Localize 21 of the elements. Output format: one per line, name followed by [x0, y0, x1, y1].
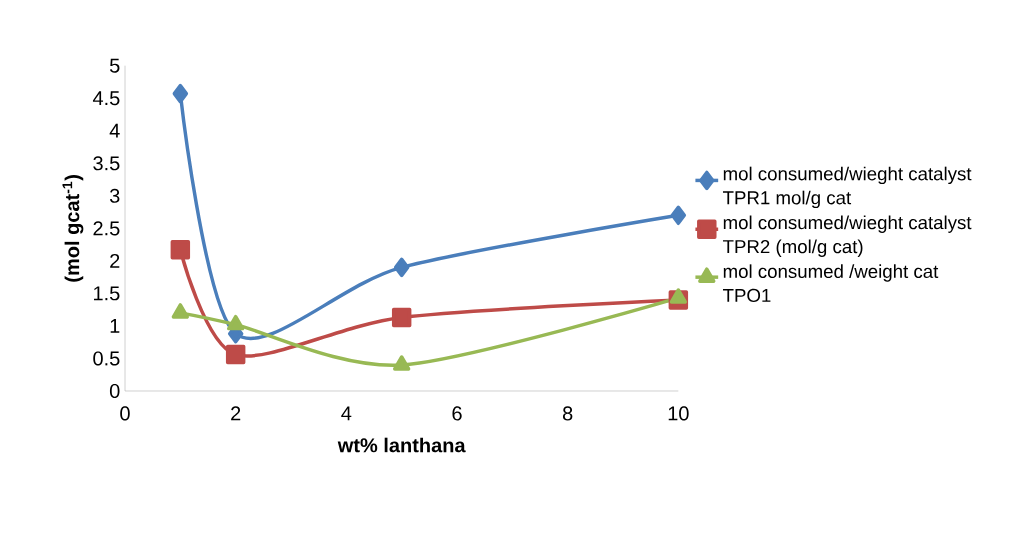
y-tick-label: 4 [109, 123, 120, 138]
y-tick-label: 1.5 [94, 286, 120, 301]
y-tick-label: 3.5 [93, 156, 120, 171]
y-tick-label: 3 [109, 188, 120, 203]
x-tick-label: 4 [341, 406, 352, 421]
y-axis-title: (mol gcat$^{-1}$) [62, 174, 84, 282]
y-tick-label: 0 [109, 383, 120, 399]
x-axis-title: wt% lanthana [337, 437, 466, 453]
legend-label: mol consumed/wieght catalyst TPR2 (mol/g cat) [722, 215, 972, 257]
legend-label: mol consumed /weight cat TPO1 [722, 264, 939, 303]
x-tick-label: 6 [452, 406, 462, 421]
x-tick-label: 0 [120, 406, 130, 421]
x-tick-label: 10 [668, 406, 689, 421]
y-tick-label: 4.5 [92, 91, 120, 106]
y-tick-label: 2 [110, 253, 120, 268]
x-tick-label: 2 [231, 406, 241, 421]
y-tick-label: 5 [109, 58, 120, 73]
y-tick-label: 1 [110, 319, 120, 333]
y-tick-label: 0.5 [93, 351, 120, 366]
y-tick-label: 2.5 [93, 221, 120, 236]
x-tick-label: 8 [562, 406, 573, 421]
